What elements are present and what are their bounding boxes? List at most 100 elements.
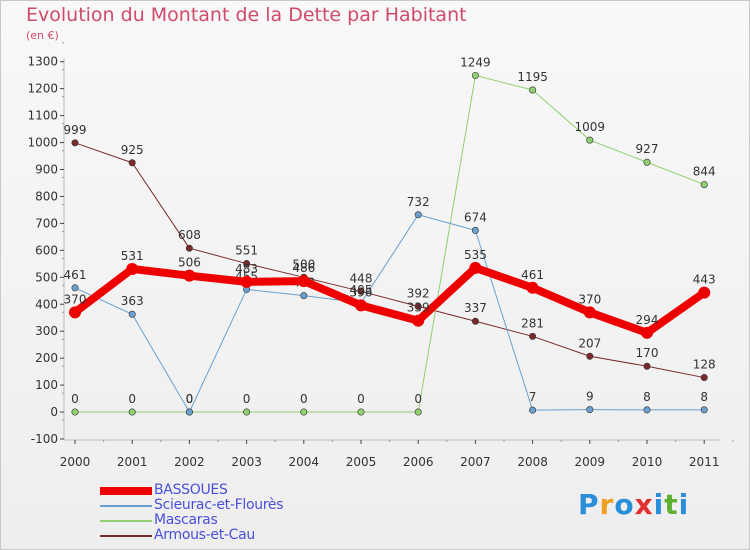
legend-item: Scieurac-et-Flourès bbox=[100, 498, 340, 513]
data-label-bassoues: 370 bbox=[64, 292, 87, 306]
data-label-mascaras: 0 bbox=[300, 392, 308, 406]
data-point-bassoues bbox=[412, 314, 425, 327]
data-point-armous-et-cau bbox=[414, 302, 422, 310]
data-label-bassoues: 506 bbox=[178, 256, 201, 270]
data-label-scieurac-et-floures: 8 bbox=[700, 390, 708, 404]
data-label-scieurac-et-floures: 7 bbox=[529, 390, 537, 404]
data-label-mascaras: 927 bbox=[636, 142, 659, 156]
data-point-armous-et-cau bbox=[185, 244, 193, 252]
legend-swatch bbox=[100, 520, 152, 522]
data-label-armous-et-cau: 925 bbox=[121, 143, 144, 157]
data-label-armous-et-cau: 337 bbox=[464, 301, 487, 315]
data-label-bassoues: 339 bbox=[407, 301, 430, 315]
chart-legend: BASSOUES Scieurac-et-Flourès Mascaras Armou… bbox=[100, 483, 340, 543]
y-tick-label: -100 bbox=[31, 432, 58, 446]
data-point-armous-et-cau bbox=[71, 139, 79, 147]
data-label-mascaras: 0 bbox=[243, 392, 251, 406]
chart-title: Evolution du Montant de la Dette par Hab… bbox=[26, 4, 467, 26]
data-label-mascaras: 0 bbox=[357, 392, 365, 406]
data-point-scieurac-et-floures bbox=[700, 406, 708, 414]
x-tick-label: 2010 bbox=[632, 455, 663, 469]
data-label-armous-et-cau: 448 bbox=[350, 271, 373, 285]
data-label-armous-et-cau: 608 bbox=[178, 228, 201, 242]
data-point-armous-et-cau bbox=[586, 352, 594, 360]
data-point-mascaras bbox=[586, 136, 594, 144]
data-point-armous-et-cau bbox=[128, 159, 136, 167]
series-line-bassoues bbox=[71, 263, 709, 337]
data-point-bassoues bbox=[469, 261, 482, 274]
y-tick-label: 200 bbox=[35, 351, 58, 365]
x-tick-label: 2000 bbox=[60, 455, 91, 469]
data-point-armous-et-cau bbox=[643, 362, 651, 370]
data-label-scieurac-et-floures: 363 bbox=[121, 294, 144, 308]
legend-label: Armous-et-Cau bbox=[154, 527, 255, 543]
data-label-bassoues: 294 bbox=[636, 313, 659, 327]
y-tick-label: 1100 bbox=[27, 109, 58, 123]
data-label-bassoues: 535 bbox=[464, 248, 487, 262]
x-tick-label: 2011 bbox=[689, 455, 720, 469]
data-label-mascaras: 1195 bbox=[517, 70, 548, 84]
legend-swatch bbox=[100, 487, 152, 495]
x-tick-label: 2007 bbox=[460, 455, 491, 469]
data-point-armous-et-cau bbox=[357, 287, 365, 295]
logo-letter: t bbox=[664, 488, 679, 521]
data-point-scieurac-et-floures bbox=[414, 211, 422, 219]
x-tick-label: 2001 bbox=[117, 455, 148, 469]
data-label-scieurac-et-floures: 405 bbox=[350, 283, 373, 297]
data-point-bassoues bbox=[355, 299, 367, 312]
data-point-scieurac-et-floures bbox=[586, 406, 594, 414]
data-point-bassoues bbox=[69, 306, 81, 319]
proxiti-logo: Proxiti bbox=[578, 488, 689, 521]
chart-subtitle: (en €) bbox=[26, 29, 59, 42]
y-tick-label: 300 bbox=[35, 324, 58, 338]
logo-letter: P bbox=[578, 488, 600, 521]
data-point-scieurac-et-floures bbox=[643, 406, 651, 414]
data-point-bassoues bbox=[297, 275, 310, 288]
legend-swatch bbox=[100, 505, 152, 507]
data-point-mascaras bbox=[643, 158, 651, 166]
data-point-scieurac-et-floures bbox=[300, 292, 308, 300]
legend-label: Scieurac-et-Flourès bbox=[154, 497, 284, 513]
data-label-armous-et-cau: 500 bbox=[292, 257, 315, 271]
data-label-scieurac-et-floures: 0 bbox=[186, 392, 194, 406]
data-label-mascaras: 0 bbox=[414, 392, 422, 406]
data-label-armous-et-cau: 128 bbox=[693, 358, 716, 372]
data-label-armous-et-cau: 207 bbox=[578, 336, 601, 350]
data-point-scieurac-et-floures bbox=[128, 310, 136, 318]
data-point-bassoues bbox=[240, 275, 253, 288]
data-point-bassoues bbox=[698, 286, 711, 299]
y-tick-label: 800 bbox=[35, 189, 58, 203]
x-tick-label: 2004 bbox=[289, 455, 320, 469]
series-line-mascaras bbox=[74, 74, 705, 413]
data-label-bassoues: 486 bbox=[292, 261, 315, 275]
logo-letter: x bbox=[634, 488, 654, 521]
data-point-scieurac-et-floures bbox=[185, 408, 193, 416]
y-tick-label: 900 bbox=[35, 163, 58, 177]
data-label-mascaras: 844 bbox=[693, 165, 716, 179]
data-point-bassoues bbox=[126, 262, 139, 275]
data-point-armous-et-cau bbox=[243, 260, 251, 268]
data-point-mascaras bbox=[700, 181, 708, 189]
data-label-scieurac-et-floures: 8 bbox=[643, 390, 651, 404]
logo-letter: o bbox=[614, 488, 635, 521]
y-tick-label: 100 bbox=[35, 378, 58, 392]
data-point-bassoues bbox=[183, 269, 196, 282]
legend-label: Mascaras bbox=[154, 512, 218, 528]
data-point-mascaras bbox=[128, 408, 136, 416]
x-tick-label: 2005 bbox=[346, 455, 377, 469]
data-label-mascaras: 1009 bbox=[575, 120, 606, 134]
data-point-armous-et-cau bbox=[471, 317, 479, 325]
data-point-bassoues bbox=[583, 306, 596, 319]
data-point-mascaras bbox=[471, 71, 479, 79]
data-label-bassoues: 443 bbox=[693, 273, 716, 287]
data-label-mascaras: 0 bbox=[186, 392, 194, 406]
legend-item: Armous-et-Cau bbox=[100, 528, 340, 543]
data-label-armous-et-cau: 551 bbox=[235, 244, 258, 258]
data-point-mascaras bbox=[529, 86, 537, 94]
data-label-scieurac-et-floures: 732 bbox=[407, 195, 430, 209]
y-tick-label: 600 bbox=[35, 243, 58, 257]
data-label-armous-et-cau: 170 bbox=[636, 346, 659, 360]
data-label-bassoues: 370 bbox=[578, 292, 601, 306]
legend-swatch bbox=[100, 535, 152, 537]
x-tick-label: 2009 bbox=[575, 455, 606, 469]
